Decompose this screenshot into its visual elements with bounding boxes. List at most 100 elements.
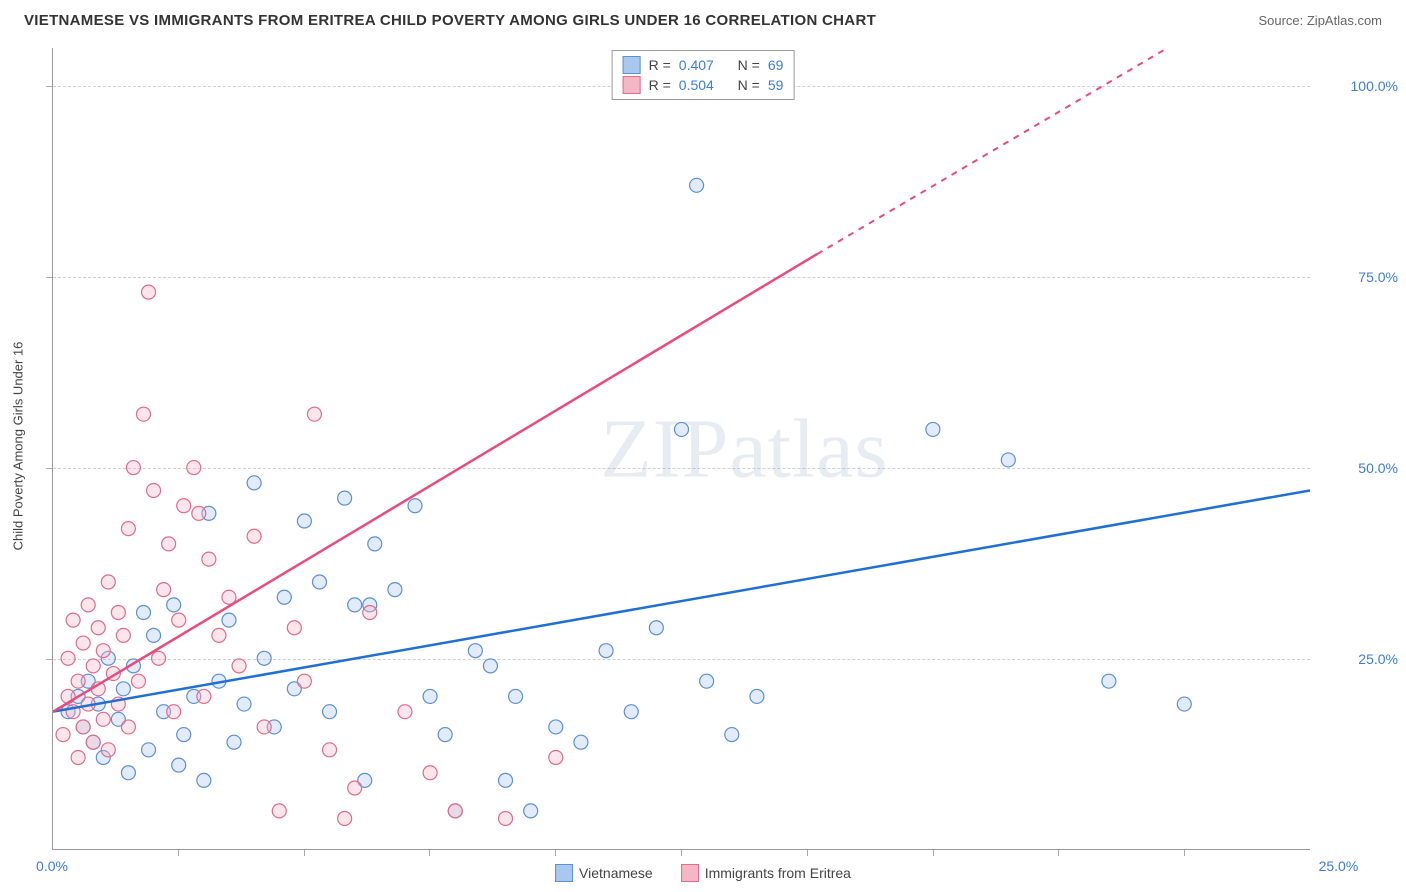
data-point [137,407,151,421]
y-tick-label: 25.0% [1358,651,1398,667]
data-point [468,644,482,658]
data-point [56,728,70,742]
data-point [272,804,286,818]
data-point [116,628,130,642]
legend-label: Immigrants from Eritrea [705,865,851,881]
data-point [448,804,462,818]
data-point [690,178,704,192]
data-point [599,644,613,658]
x-tick [555,850,556,856]
data-point [549,750,563,764]
x-tick-label-right: 25.0% [1319,858,1359,874]
stats-legend: R =0.407 N =69R =0.504 N =59 [612,50,795,100]
data-point [232,659,246,673]
data-point [509,689,523,703]
data-point [152,651,166,665]
data-point [212,628,226,642]
data-point [257,651,271,665]
data-point [202,552,216,566]
x-tick [429,850,430,856]
title-bar: VIETNAMESE VS IMMIGRANTS FROM ERITREA CH… [0,0,1406,40]
legend-swatch-icon [681,864,699,882]
source-attribution: Source: ZipAtlas.com [1258,13,1382,28]
data-point [91,621,105,635]
legend-swatch-icon [555,864,573,882]
data-point [96,644,110,658]
data-point [368,537,382,551]
x-tick-label-left: 0.0% [36,858,68,874]
data-point [121,766,135,780]
data-point [121,522,135,536]
x-tick [681,850,682,856]
data-point [126,461,140,475]
y-tick-label: 75.0% [1358,269,1398,285]
data-point [524,804,538,818]
stat-r-value: 0.504 [679,77,714,93]
data-point [147,483,161,497]
data-point [499,811,513,825]
data-point [187,461,201,475]
data-point [277,590,291,604]
data-point [408,499,422,513]
data-point [348,781,362,795]
data-point [307,407,321,421]
data-point [323,705,337,719]
data-point [167,705,181,719]
data-point [348,598,362,612]
x-tick [1058,850,1059,856]
data-point [121,720,135,734]
trend-line [53,254,817,712]
data-point [177,728,191,742]
stats-row: R =0.504 N =59 [623,75,784,95]
data-point [192,506,206,520]
data-point [197,689,211,703]
data-point [257,720,271,734]
y-tick [46,659,52,660]
stat-r-label: R = [649,57,671,73]
data-point [423,766,437,780]
data-point [101,575,115,589]
data-point [162,537,176,551]
data-point [312,575,326,589]
x-tick [178,850,179,856]
data-point [1177,697,1191,711]
data-point [1001,453,1015,467]
data-point [101,743,115,757]
data-point [1102,674,1116,688]
data-point [750,689,764,703]
y-tick-label: 100.0% [1351,78,1398,94]
trend-line-extrapolated [817,48,1167,254]
legend-label: Vietnamese [579,865,653,881]
y-tick [46,86,52,87]
legend-swatch-icon [623,56,641,74]
data-point [76,720,90,734]
stat-n-value: 69 [768,57,784,73]
y-tick [46,468,52,469]
chart-svg [53,48,1310,849]
x-tick [1184,850,1185,856]
data-point [96,712,110,726]
data-point [423,689,437,703]
data-point [499,773,513,787]
data-point [131,674,145,688]
data-point [297,674,311,688]
data-point [61,651,75,665]
data-point [172,758,186,772]
data-point [323,743,337,757]
data-point [438,728,452,742]
data-point [725,728,739,742]
data-point [247,476,261,490]
data-point [86,735,100,749]
data-point [675,422,689,436]
stats-row: R =0.407 N =69 [623,55,784,75]
data-point [172,613,186,627]
data-point [197,773,211,787]
stat-n-label: N = [738,57,760,73]
data-point [157,583,171,597]
data-point [76,636,90,650]
data-point [388,583,402,597]
data-point [66,613,80,627]
data-point [297,514,311,528]
data-point [700,674,714,688]
y-axis-label: Child Poverty Among Girls Under 16 [11,342,26,551]
